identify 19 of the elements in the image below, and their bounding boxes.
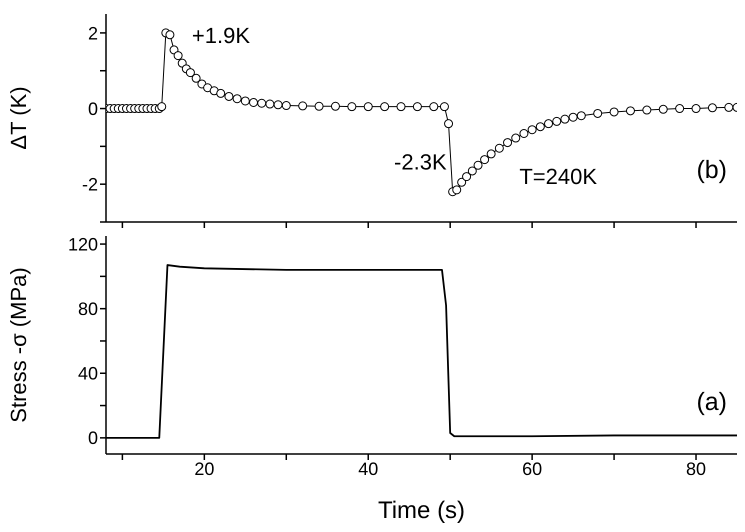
y-tick-label: 0 — [88, 428, 98, 448]
y-tick-label: 120 — [68, 234, 98, 254]
x-axis-title: Time (s) — [378, 497, 466, 524]
x-tick-label: 80 — [686, 458, 706, 479]
annotation: -2.3K — [394, 150, 447, 175]
y-axis-title: ΔT (K) — [6, 86, 31, 150]
annotation: +1.9K — [192, 22, 250, 48]
annotation: T=240K — [519, 164, 597, 190]
x-tick-label: 20 — [194, 458, 214, 479]
y-tick-label: 80 — [78, 299, 98, 320]
y-tick-label: 0 — [88, 98, 98, 119]
y-axis-title: Stress -σ (MPa) — [6, 267, 31, 423]
x-tick-label: 60 — [522, 458, 542, 479]
x-tick-label: 40 — [358, 458, 378, 479]
annotation: (a) — [696, 388, 727, 417]
y-tick-label: -2 — [82, 174, 98, 195]
y-tick-label: 2 — [88, 23, 98, 44]
annotation: (b) — [696, 156, 727, 185]
y-tick-label: 40 — [78, 364, 98, 384]
